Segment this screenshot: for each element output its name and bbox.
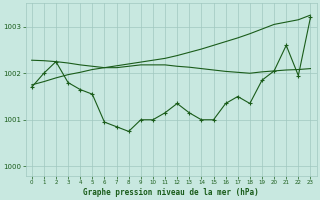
X-axis label: Graphe pression niveau de la mer (hPa): Graphe pression niveau de la mer (hPa) — [83, 188, 259, 197]
